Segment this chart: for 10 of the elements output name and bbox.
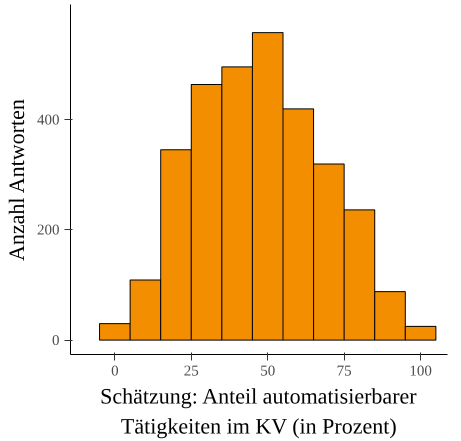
- x-tick-label: 50: [260, 364, 276, 380]
- x-tick-label: 25: [184, 364, 199, 380]
- y-axis-title: Anzahl Antworten: [4, 99, 29, 262]
- x-tick-label: 0: [111, 364, 119, 380]
- y-tick-label: 400: [37, 112, 60, 128]
- x-axis-title: Schätzung: Anteil automatisierbarer Tätigkeiten im KV (in Prozent): [100, 384, 418, 438]
- y-tick-label: 200: [37, 222, 60, 239]
- y-tick-label: 0: [52, 333, 60, 350]
- x-tick-label: 100: [409, 364, 432, 380]
- x-tick-label: 75: [336, 364, 352, 380]
